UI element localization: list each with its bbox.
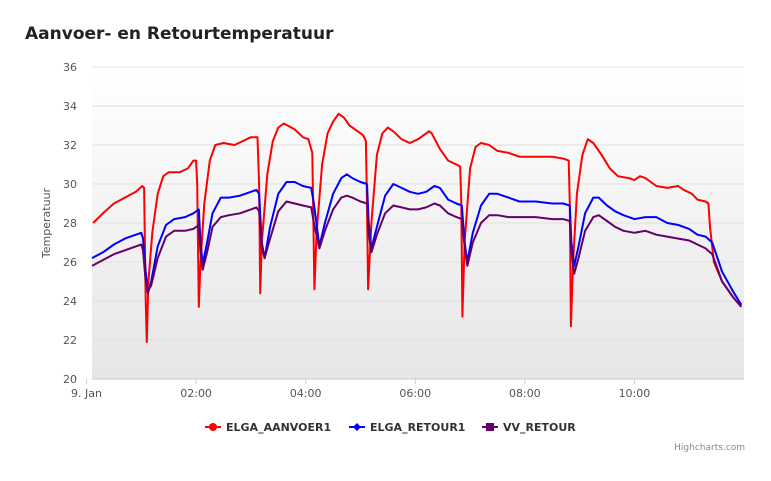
legend-label: ELGA_AANVOER1 [226,421,331,434]
x-tick-label: 02:00 [180,387,212,400]
y-tick-label: 28 [63,217,77,230]
x-tick-label: 10:00 [619,387,651,400]
series-line-vv-retour[interactable] [91,194,743,308]
legend-circle-marker [209,423,217,431]
y-tick-label: 30 [63,178,77,191]
y-axis-title: Temperatuur [40,187,53,259]
y-tick-label: 36 [63,61,77,74]
x-tick-label: 08:00 [509,387,541,400]
series-line-elga-retour1[interactable] [91,173,743,306]
legend-square-marker [486,423,494,431]
y-tick-label: 24 [63,295,77,308]
series-lines [91,112,743,343]
y-tick-label: 20 [63,373,77,386]
y-tick-label: 32 [63,139,77,152]
credits-link[interactable]: Highcharts.com [674,443,745,453]
legend-label: ELGA_RETOUR1 [370,421,465,434]
legend-item-elga-aanvoer1[interactable]: ELGA_AANVOER1 [205,421,331,434]
x-axis: 9. Jan 02:00 04:00 06:00 08:00 10:00 [71,378,744,400]
series-line-elga-aanvoer1[interactable] [92,112,743,343]
y-axis: 20 22 24 26 28 30 32 34 36 [63,61,77,386]
chart-title: Aanvoer- en Retourtemperatuur [25,24,334,44]
x-tick-label: 04:00 [290,387,322,400]
legend-label: VV_RETOUR [503,421,576,434]
y-tick-label: 22 [63,334,77,347]
legend[interactable]: ELGA_AANVOER1 ELGA_RETOUR1 VV_RETOUR [205,421,576,434]
y-tick-label: 26 [63,256,77,269]
legend-diamond-marker [353,423,361,431]
y-tick-label: 34 [63,100,77,113]
legend-item-elga-retour1[interactable]: ELGA_RETOUR1 [349,421,465,434]
grid-lines [92,66,744,380]
legend-item-vv-retour[interactable]: VV_RETOUR [482,421,576,434]
x-tick-label: 9. Jan [71,387,102,400]
x-tick-label: 06:00 [399,387,431,400]
